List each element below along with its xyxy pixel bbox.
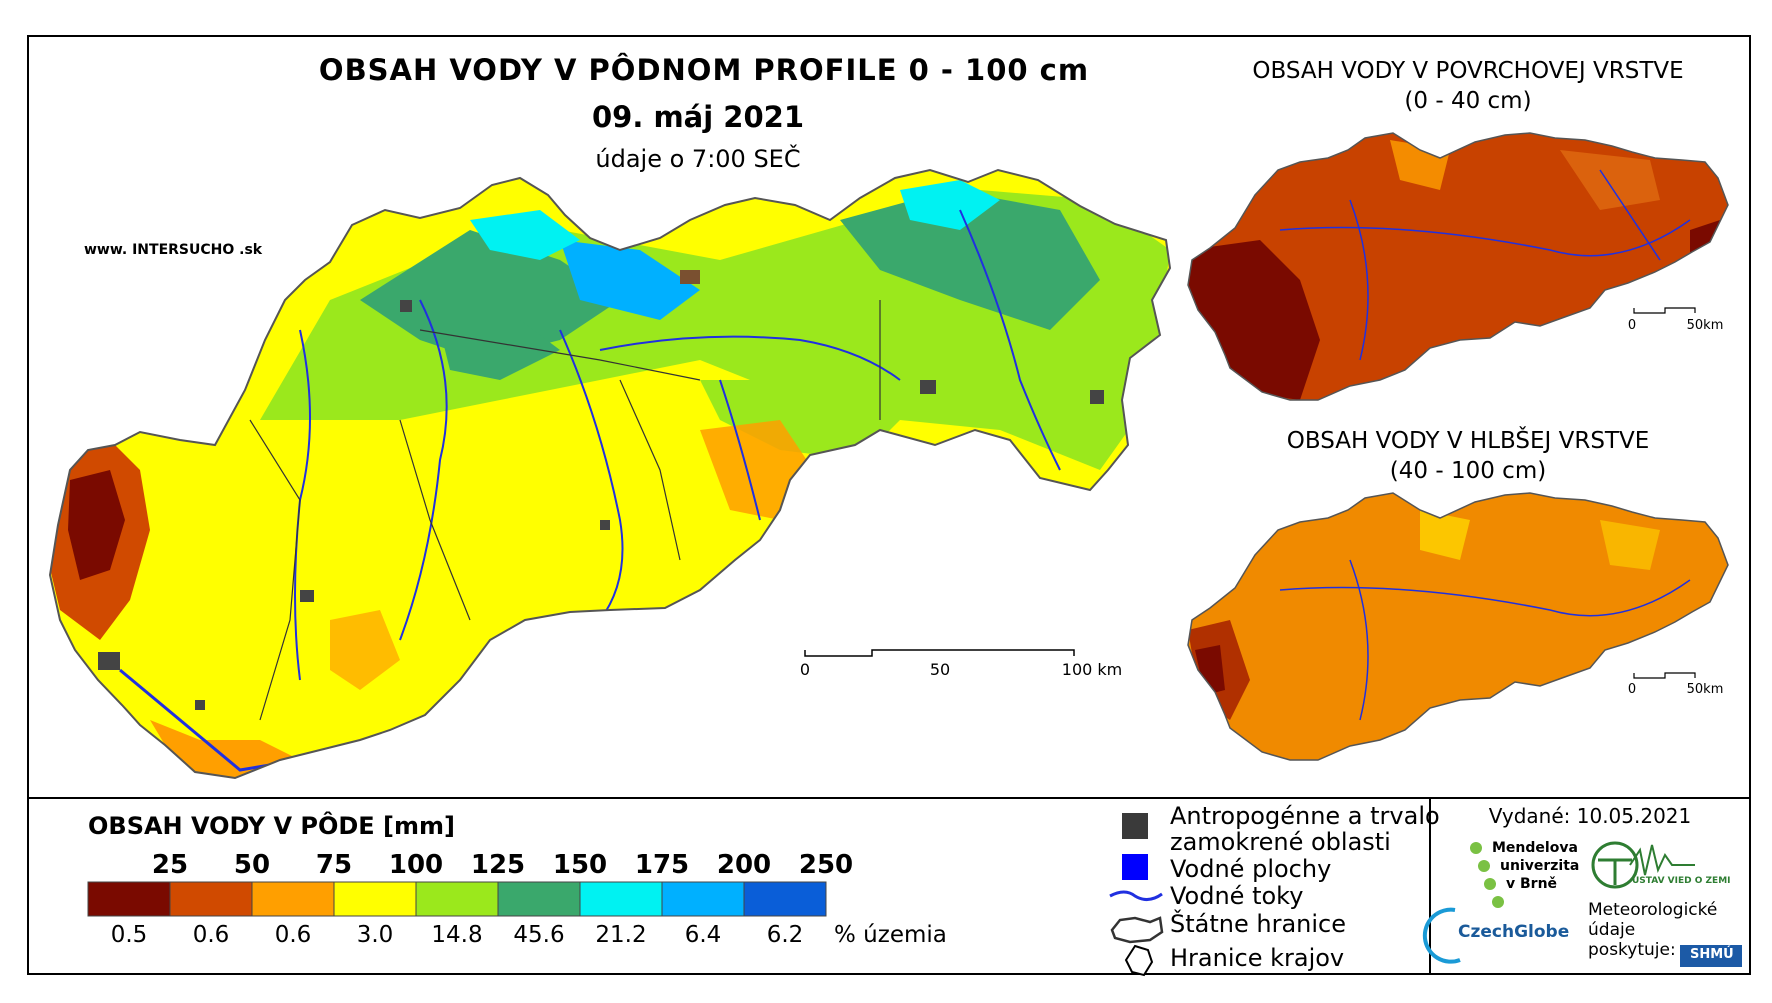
legend-break-2: 50 [233,850,271,880]
inset-top-scale-label-0: 0 [1627,318,1637,333]
legend-break-5: 125 [470,850,526,880]
shmu-logo-text: SHMÚ [1690,947,1734,962]
legend-box-5 [415,881,499,917]
legend-percent-5: 14.8 [431,922,483,948]
legend-color-boxes [87,881,827,917]
meteo-line-2: údaje [1588,920,1636,940]
legend-percent-6: 45.6 [513,922,565,948]
credits-divider [1429,797,1431,975]
issued-date: Vydané: 10.05.2021 [1488,804,1692,828]
ustav-logo-text: ÚSTAV VIED O ZEMI [1632,876,1731,886]
mendel-line-2: univerzita [1500,858,1580,874]
main-scale-bar [804,649,1075,657]
legend-break-9: 250 [798,850,854,880]
legend-break-1: 25 [151,850,189,880]
czechglobe-arc-icon [1422,907,1461,964]
shmu-logo-icon [1680,945,1742,967]
legend-box-3 [251,881,335,917]
legend-break-4: 100 [388,850,444,880]
legend-percent-7: 21.2 [595,922,647,948]
symbol-label-anthropogenic: Antropogénne a trvalo [1170,802,1440,830]
symbol-label-water-bodies: Vodné plochy [1170,855,1332,883]
inset-bottom-title: OBSAH VODY V HLBŠEJ VRSTVE [1286,428,1650,454]
main-map-title: OBSAH VODY V PÔDNOM PROFILE 0 - 100 cm [318,53,1090,87]
inset-top-subtitle: (0 - 40 cm) [1404,88,1532,114]
main-map-subtitle: údaje o 7:00 SEČ [595,145,801,173]
legend-title: OBSAH VODY V PÔDE [mm] [88,812,456,840]
inset-bottom-map [1188,493,1728,760]
legend-box-9 [743,881,827,917]
legend-percent-9: 6.2 [766,922,804,948]
blue-square-icon [1122,854,1148,880]
inset-bottom-scale-bar [1633,672,1696,679]
river-line-icon [1109,890,1163,901]
legend-box-2 [169,881,253,917]
dark-square-icon [1122,813,1148,839]
legend-break-3: 75 [315,850,353,880]
mendel-line-1: Mendelova [1492,840,1578,856]
inset-bottom-scale-label-50: 50km [1686,682,1724,697]
meteo-line-3: poskytuje: [1588,940,1676,960]
legend-box-6 [497,881,581,917]
inset-top-scale-bar [1633,307,1696,314]
symbol-label-region-border: Hranice krajov [1170,944,1345,972]
legend-box-1 [87,881,171,917]
legend-box-7 [579,881,663,917]
main-scale-label-0: 0 [799,660,811,679]
symbol-label-rivers: Vodné toky [1170,882,1304,910]
legend-percent-8: 6.4 [684,922,722,948]
main-map [50,170,1170,778]
state-border-icon [1110,916,1164,944]
main-map-date: 09. máj 2021 [591,100,805,134]
ustav-logo-icon [1591,841,1695,889]
main-scale-label-100: 100 km [1061,660,1123,679]
map-frame [27,35,1751,975]
legend-break-6: 150 [552,850,608,880]
legend-percent-unit: % územia [834,922,947,948]
legend-percent-4: 3.0 [356,922,394,948]
legend-break-8: 200 [716,850,772,880]
meteo-line-1: Meteorologické [1588,900,1718,920]
region-border-icon [1124,944,1154,977]
inset-top-map [1188,133,1728,400]
inset-top-scale-label-50: 50km [1686,318,1724,333]
symbol-label-anthropogenic-2: zamokrené oblasti [1170,828,1391,856]
mendel-line-3: v Brně [1506,876,1558,892]
inset-bottom-subtitle: (40 - 100 cm) [1389,458,1547,484]
legend-divider [27,797,1751,799]
inset-top-title: OBSAH VODY V POVRCHOVEJ VRSTVE [1252,58,1684,84]
legend-box-4 [333,881,417,917]
legend-percent-2: 0.6 [192,922,230,948]
legend-percent-3: 0.6 [274,922,312,948]
legend-box-8 [661,881,745,917]
mendel-dots-icon [1470,842,1504,908]
inset-bottom-scale-label-0: 0 [1627,682,1637,697]
main-scale-label-50: 50 [929,660,951,679]
legend-break-7: 175 [634,850,690,880]
symbol-label-state-border: Štátne hranice [1170,910,1346,938]
legend-percent-1: 0.5 [110,922,148,948]
website-label: www. INTERSUCHO .sk [84,242,263,258]
czechglobe-logo: CzechGlobe [1458,922,1570,942]
